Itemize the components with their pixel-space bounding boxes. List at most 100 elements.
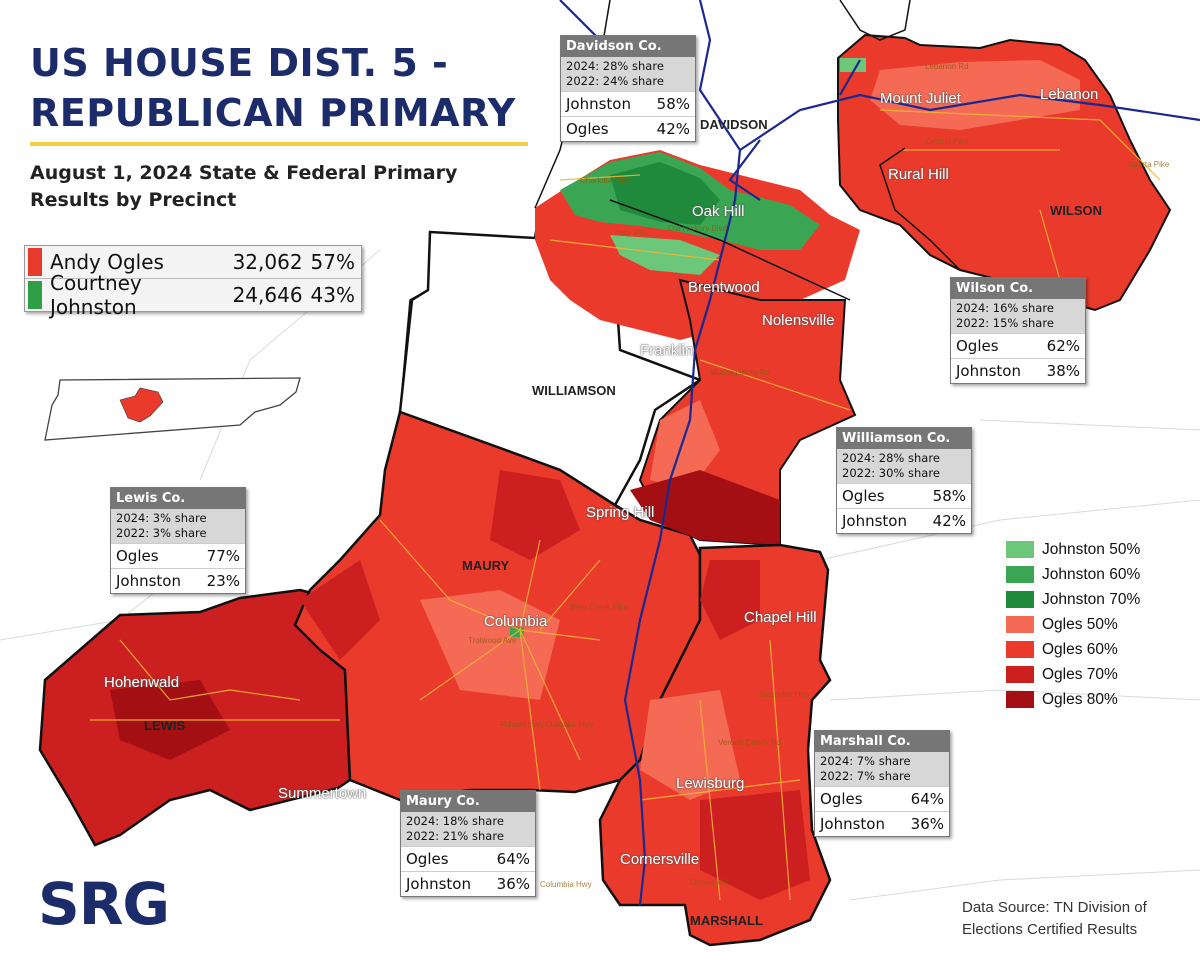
road-label: Trotwood Ave	[468, 636, 517, 645]
share-2022: 2022: 21% share	[406, 829, 504, 843]
result-row: Johnston 36%	[815, 811, 949, 836]
subtitle: August 1, 2024 State & Federal Primary R…	[30, 160, 457, 214]
result-candidate: Ogles	[566, 120, 609, 138]
legend-label: Ogles 80%	[1042, 690, 1118, 708]
legend-swatch	[1006, 666, 1034, 683]
share-2022: 2022: 15% share	[956, 316, 1054, 330]
legend-item: Ogles 80%	[1006, 687, 1140, 712]
county-shares: 2024: 3% share 2022: 3% share	[111, 509, 245, 543]
result-pct: 64%	[910, 790, 944, 808]
legend-item: Ogles 50%	[1006, 612, 1140, 637]
result-row: Johnston 23%	[111, 568, 245, 593]
map-legend: Johnston 50% Johnston 60% Johnston 70% O…	[1006, 537, 1140, 712]
legend-item: Johnston 60%	[1006, 562, 1140, 587]
maury-results-box: Maury Co. 2024: 18% share 2022: 21% shar…	[400, 790, 536, 897]
legend-label: Ogles 70%	[1042, 665, 1118, 683]
county-shares: 2024: 16% share 2022: 15% share	[951, 299, 1085, 333]
county-shares: 2024: 7% share 2022: 7% share	[815, 752, 949, 786]
road-label: Murfreesboro Rd	[710, 368, 771, 377]
road-label: Lebanon Rd	[925, 62, 969, 71]
result-row: Ogles 64%	[401, 846, 535, 871]
data-source-note: Data Source: TN Division of Elections Ce…	[962, 897, 1162, 941]
result-candidate: Ogles	[116, 547, 159, 565]
marshall-light-area	[640, 690, 740, 800]
marshall-dark-area-2	[700, 790, 810, 900]
title-line-1: US HOUSE DIST. 5 -	[30, 41, 449, 85]
share-2024: 2024: 7% share	[820, 754, 911, 768]
result-row: Johnston 58%	[561, 91, 695, 116]
result-pct: 64%	[496, 850, 530, 868]
candidate-votes: 32,062	[232, 250, 303, 274]
town-rural-hill: Rural Hill	[888, 166, 949, 183]
roads	[90, 109, 1161, 901]
result-row: Ogles 64%	[815, 786, 949, 811]
town-columbia: Columbia	[484, 613, 548, 630]
result-candidate: Johnston	[842, 512, 907, 530]
town-oak-hill: Oak Hill	[692, 203, 745, 220]
town-cornersville: Cornersville	[620, 851, 700, 868]
legend-item: Ogles 70%	[1006, 662, 1140, 687]
legend-swatch	[1006, 566, 1034, 583]
county-label-maury: MAURY	[462, 558, 510, 573]
result-row: Johnston 42%	[837, 508, 971, 533]
county-name: Maury Co.	[401, 791, 535, 812]
town-franklin: Franklin	[640, 342, 694, 359]
result-pct: 58%	[656, 95, 690, 113]
share-2024: 2024: 18% share	[406, 814, 504, 828]
result-candidate: Ogles	[406, 850, 449, 868]
totals-box: Andy Ogles 32,062 57% Courtney Johnston …	[24, 245, 362, 319]
county-name: Williamson Co.	[837, 428, 971, 449]
result-candidate: Johnston	[566, 95, 631, 113]
title-underline	[30, 142, 528, 146]
road-label: Verona Caney Rd	[718, 738, 782, 747]
road-label: Pulaski Hwy	[500, 720, 544, 729]
candidate-votes: 24,646	[232, 283, 303, 307]
legend-label: Johnston 70%	[1042, 590, 1141, 608]
county-shares: 2024: 28% share 2022: 30% share	[837, 449, 971, 483]
candidate-name: Courtney Johnston	[50, 271, 142, 319]
result-row: Johnston 36%	[401, 871, 535, 896]
ogles-swatch	[28, 248, 42, 276]
legend-label: Johnston 60%	[1042, 565, 1141, 583]
legend-label: Ogles 50%	[1042, 615, 1118, 633]
tennessee-inset	[44, 377, 301, 441]
result-pct: 62%	[1046, 337, 1080, 355]
town-mount-juliet: Mount Juliet	[880, 90, 961, 107]
share-2024: 2024: 3% share	[116, 511, 207, 525]
road-label: Ostella Rd	[690, 878, 728, 887]
road-label: Columbia Hwy	[540, 880, 592, 889]
road-label: Nashville Hwy	[760, 690, 811, 699]
totals-row-ogles: Andy Ogles 32,062 57%	[25, 246, 361, 278]
county-label-lewis: LEWIS	[144, 718, 186, 733]
result-pct: 77%	[206, 547, 240, 565]
result-candidate: Ogles	[842, 487, 885, 505]
town-spring-hill: Spring Hill	[586, 504, 655, 521]
legend-swatch	[1006, 591, 1034, 608]
williamson-light-area	[650, 400, 720, 490]
town-brentwood: Brentwood	[688, 279, 760, 296]
result-pct: 23%	[206, 572, 240, 590]
candidate-pct: 57%	[310, 250, 355, 274]
share-2022: 2022: 30% share	[842, 466, 940, 480]
county-label-davidson: DAVIDSON	[700, 117, 768, 132]
legend-label: Johnston 50%	[1042, 540, 1141, 558]
result-candidate: Johnston	[406, 875, 471, 893]
road-label: Culleoka Hwy	[545, 720, 594, 729]
subtitle-line-2: Results by Precinct	[30, 189, 237, 211]
road-label: Old Hickory Blvd	[668, 224, 728, 233]
town-chapel-hill: Chapel Hill	[744, 609, 817, 626]
source-line-2: Elections Certified Results	[962, 921, 1138, 938]
county-shares: 2024: 28% share 2022: 24% share	[561, 57, 695, 91]
legend-item: Johnston 70%	[1006, 587, 1140, 612]
wilson-green-precinct	[840, 58, 866, 72]
legend-swatch	[1006, 691, 1034, 708]
candidate-pct: 43%	[310, 283, 355, 307]
share-2022: 2022: 3% share	[116, 526, 207, 540]
result-pct: 38%	[1046, 362, 1080, 380]
result-pct: 36%	[910, 815, 944, 833]
subtitle-line-1: August 1, 2024 State & Federal Primary	[30, 162, 458, 184]
result-pct: 42%	[656, 120, 690, 138]
county-label-marshall: MARSHALL	[690, 913, 763, 928]
town-lewisburg: Lewisburg	[676, 775, 745, 792]
williamson-results-box: Williamson Co. 2024: 28% share 2022: 30%…	[836, 427, 972, 534]
